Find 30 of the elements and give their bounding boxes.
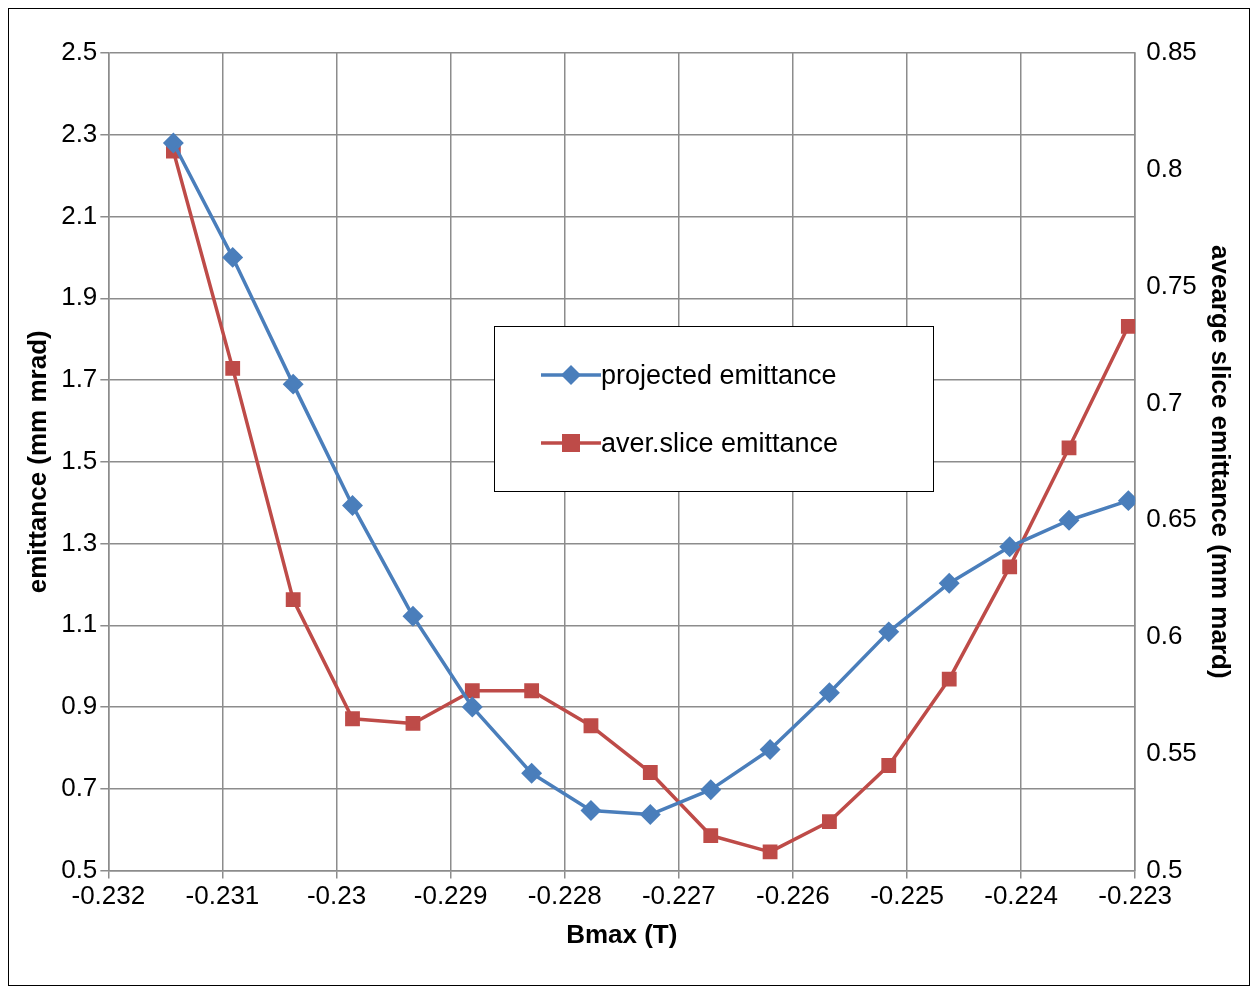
x-tick-label: -0.228	[527, 880, 602, 911]
y-tick-label: 2.1	[61, 199, 98, 230]
x-tick-label: -0.226	[756, 880, 830, 911]
x-tick-label: -0.224	[984, 880, 1058, 911]
y-tick-label: 2.5	[61, 36, 98, 67]
y-tick-label: 2.3	[61, 117, 98, 148]
y2-tick-label: 0.8	[1146, 152, 1183, 183]
y2-tick-label: 0.75	[1146, 269, 1197, 300]
y2-axis-title: avearge slice emittance (mm mard)	[1206, 245, 1237, 679]
y-tick-label: 0.9	[61, 690, 98, 721]
y-tick-label: 0.7	[61, 772, 98, 803]
y2-tick-label: 0.85	[1146, 36, 1197, 67]
legend-label: projected emittance	[601, 359, 837, 391]
x-tick-label: -0.229	[413, 880, 488, 911]
y2-tick-label: 0.65	[1146, 503, 1197, 534]
y2-tick-label: 0.55	[1146, 736, 1197, 767]
y2-tick-label: 0.7	[1146, 386, 1183, 417]
x-tick-label: -0.231	[185, 880, 260, 911]
x-tick-label: -0.225	[870, 880, 944, 911]
y-tick-label: 1.9	[61, 281, 98, 312]
y-axis-title: emittance (mm mrad)	[21, 330, 52, 594]
y-tick-label: 1.1	[61, 608, 98, 639]
x-tick-label: -0.23	[306, 880, 367, 911]
y-tick-label: 1.3	[61, 526, 98, 557]
legend-label: aver.slice emittance	[601, 427, 839, 459]
x-tick-label: -0.227	[641, 880, 716, 911]
y-tick-label: 1.7	[61, 363, 98, 394]
y-tick-label: 1.5	[61, 444, 98, 475]
x-axis-title: Bmax (T)	[566, 918, 678, 949]
y2-tick-label: 0.6	[1146, 620, 1183, 651]
